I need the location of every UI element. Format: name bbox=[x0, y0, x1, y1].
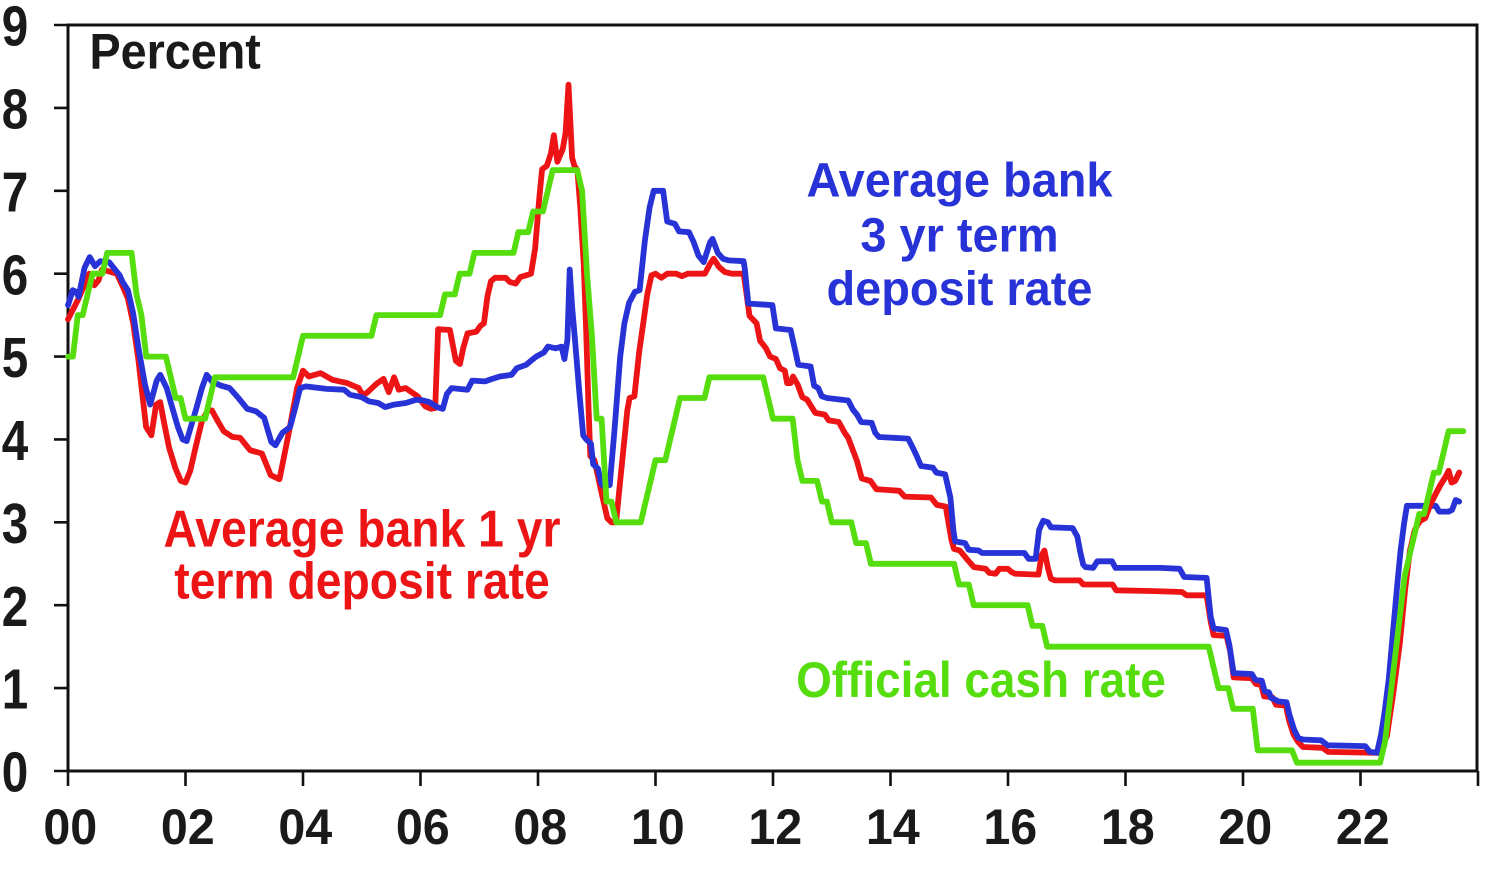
svg-text:Average bank: Average bank bbox=[806, 154, 1113, 208]
svg-text:08: 08 bbox=[513, 799, 567, 855]
svg-text:8: 8 bbox=[2, 79, 28, 142]
svg-text:5: 5 bbox=[2, 327, 28, 390]
svg-text:Percent: Percent bbox=[90, 24, 261, 80]
svg-text:6: 6 bbox=[2, 245, 28, 308]
svg-text:deposit rate: deposit rate bbox=[827, 262, 1093, 316]
svg-text:1: 1 bbox=[2, 659, 28, 722]
svg-text:7: 7 bbox=[2, 162, 28, 225]
svg-text:3: 3 bbox=[2, 493, 28, 556]
svg-text:22: 22 bbox=[1336, 799, 1390, 855]
svg-text:4: 4 bbox=[2, 410, 28, 473]
svg-text:04: 04 bbox=[278, 799, 332, 855]
svg-text:Official cash rate: Official cash rate bbox=[796, 653, 1166, 708]
svg-text:00: 00 bbox=[43, 799, 97, 855]
svg-text:9: 9 bbox=[2, 0, 28, 59]
svg-text:Average bank 1 yr: Average bank 1 yr bbox=[164, 500, 561, 558]
svg-text:3 yr term: 3 yr term bbox=[860, 209, 1058, 263]
svg-text:02: 02 bbox=[161, 799, 215, 855]
svg-text:06: 06 bbox=[396, 799, 450, 855]
svg-text:10: 10 bbox=[631, 799, 685, 855]
svg-text:0: 0 bbox=[2, 742, 28, 805]
svg-text:18: 18 bbox=[1101, 799, 1155, 855]
svg-text:20: 20 bbox=[1218, 799, 1272, 855]
svg-text:14: 14 bbox=[866, 799, 920, 855]
svg-text:2: 2 bbox=[2, 576, 28, 639]
svg-text:16: 16 bbox=[983, 799, 1037, 855]
svg-text:term deposit rate: term deposit rate bbox=[174, 552, 549, 610]
svg-text:12: 12 bbox=[748, 799, 802, 855]
